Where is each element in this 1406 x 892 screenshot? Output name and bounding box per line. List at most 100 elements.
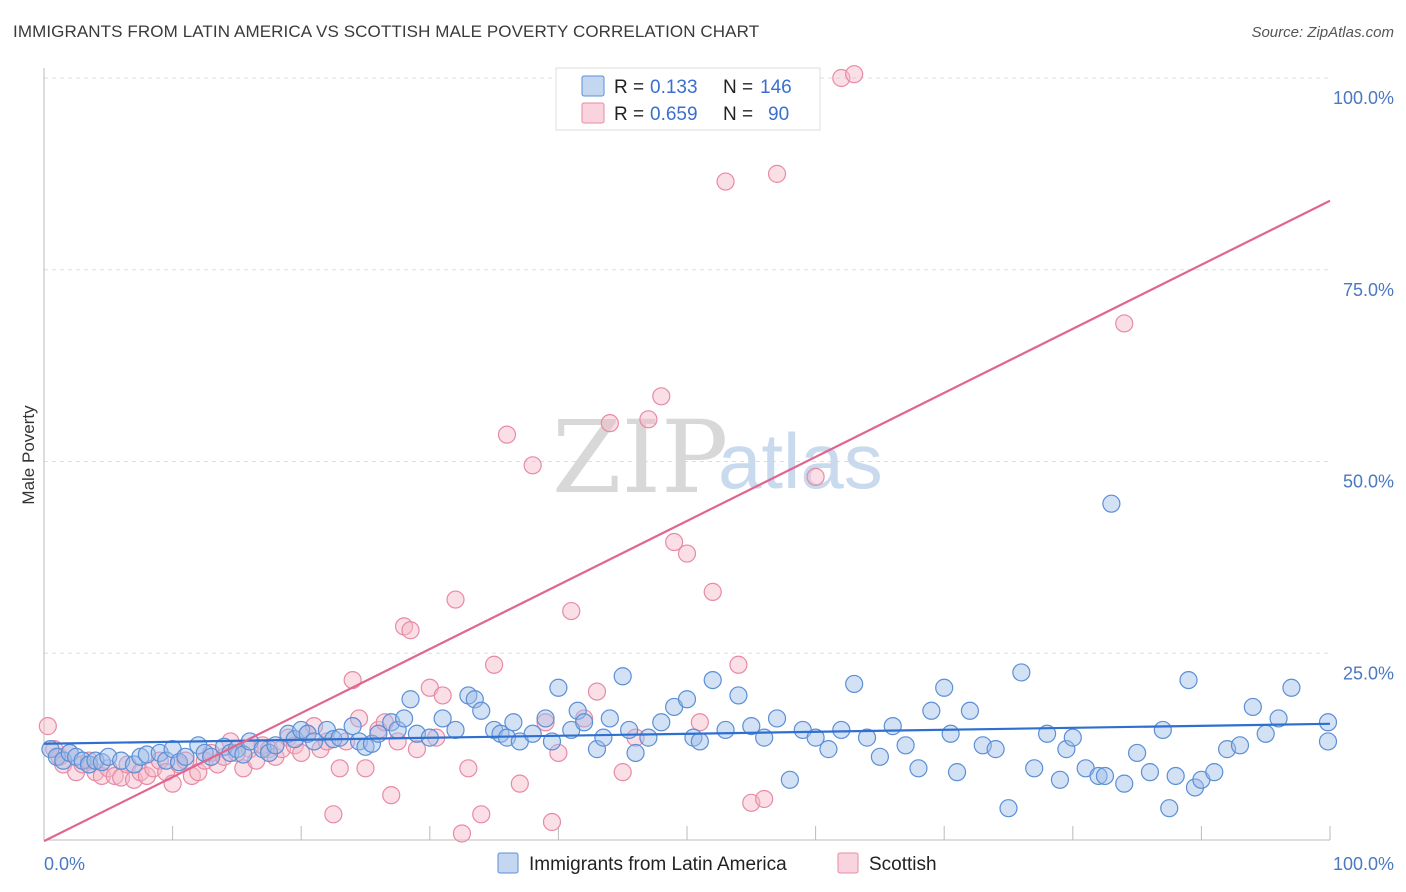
legend-swatch-blue	[581, 75, 605, 97]
latin-america-point	[639, 728, 658, 747]
latin-america-point	[542, 732, 562, 751]
latin-america-point	[1166, 766, 1185, 786]
latin-america-point	[330, 728, 349, 747]
latin-america-point	[1050, 770, 1070, 789]
scottish-point	[38, 717, 57, 736]
latin-america-point	[703, 670, 722, 690]
scottish-point	[343, 670, 362, 690]
latin-america-point	[947, 763, 967, 782]
latin-america-point	[986, 740, 1005, 759]
scottish-point	[1115, 314, 1134, 333]
scottish-point	[330, 759, 349, 778]
scottish-point	[587, 682, 607, 701]
scottish-point	[677, 544, 697, 563]
watermark: ZIP atlas	[552, 399, 883, 516]
legend-r-value-2: 0.659	[650, 104, 698, 125]
scottish-point	[401, 621, 420, 640]
latin-america-point	[1179, 670, 1198, 690]
latin-america-point	[600, 709, 619, 728]
latin-america-point	[523, 724, 542, 743]
latin-america-point	[1102, 494, 1121, 513]
latin-america-point	[742, 717, 761, 736]
latin-america-point	[594, 728, 613, 747]
latin-america-point	[1095, 766, 1115, 786]
scottish-point	[459, 759, 478, 778]
scottish-point	[729, 655, 748, 674]
scottish-point	[716, 172, 735, 191]
latin-america-point	[1230, 736, 1250, 755]
legend-r-label-2: R =	[614, 104, 644, 125]
latin-america-point	[1243, 697, 1262, 717]
scottish-point	[845, 65, 864, 84]
latin-america-point	[1115, 774, 1134, 793]
legend-n-label-2: N =	[723, 104, 753, 125]
scottish-point	[690, 713, 709, 732]
scottish-point	[523, 456, 542, 475]
latin-america-point	[1153, 720, 1172, 740]
legend-n-value-1: 146	[760, 77, 792, 98]
latin-america-point	[922, 701, 941, 720]
latin-america-point	[1318, 713, 1338, 732]
latin-america-point	[575, 713, 594, 732]
scottish-point	[665, 532, 684, 552]
latin-america-point	[433, 709, 452, 728]
latin-america-point	[690, 732, 709, 751]
scottish-point	[176, 751, 195, 770]
bottom-legend-label-latin-america: Immigrants from Latin America	[529, 854, 787, 875]
scottish-point	[703, 582, 722, 601]
latin-america-point	[504, 713, 523, 732]
latin-america-point	[806, 728, 825, 747]
latin-america-point	[465, 690, 484, 709]
latin-america-point	[1140, 763, 1160, 782]
latin-america-point	[626, 743, 645, 763]
scottish-point	[600, 414, 619, 433]
scottish-point	[382, 786, 401, 805]
latin-america-point	[613, 667, 632, 686]
scottish-trend-line	[43, 199, 1331, 843]
latin-america-point	[883, 717, 902, 736]
latin-america-point	[472, 701, 491, 720]
latin-america-point	[1012, 663, 1031, 682]
bottom-legend-label-scottish: Scottish	[869, 854, 937, 875]
latin-america-point	[394, 709, 414, 728]
x-axis-ticks	[172, 826, 1331, 840]
scottish-point	[452, 824, 472, 843]
bottom-legend-swatch-pink	[837, 852, 859, 874]
scottish-point	[806, 467, 825, 486]
legend-box: R = 0.133 N = 146 R = 0.659 N = 90	[555, 67, 821, 131]
y-axis-label: Male Poverty	[19, 405, 38, 505]
scottish-point	[639, 410, 658, 429]
latin-america-point	[620, 720, 639, 740]
latin-america-point	[677, 690, 697, 709]
latin-america-point	[857, 728, 877, 747]
scottish-point	[472, 805, 491, 824]
legend-swatch-pink	[581, 102, 605, 124]
scottish-point	[446, 590, 465, 609]
latin-america-point	[1269, 709, 1288, 728]
chart-source: Source: ZipAtlas.com	[1251, 24, 1394, 41]
legend-n-label-1: N =	[723, 77, 753, 98]
scottish-point	[562, 601, 581, 621]
bottom-legend-swatch-blue	[497, 852, 519, 874]
grid-lines	[44, 77, 1330, 654]
latin-america-point	[568, 701, 587, 720]
latin-america-point	[729, 686, 748, 705]
latin-america-point	[1127, 743, 1147, 763]
y-tick-label: 50.0%	[1343, 472, 1394, 492]
scottish-point	[652, 387, 671, 406]
x-tick-label-min: 0.0%	[44, 854, 85, 874]
bottom-legend: Immigrants from Latin America Scottish	[497, 852, 937, 875]
latin-america-point	[446, 720, 465, 740]
scottish-point	[549, 743, 568, 763]
scottish-point	[536, 713, 555, 732]
latin-america-point	[549, 678, 568, 697]
y-tick-labels: 25.0% 50.0% 75.0% 100.0%	[1333, 88, 1394, 683]
latin-america-point	[909, 759, 928, 778]
latin-america-point	[401, 690, 420, 709]
legend-r-label-1: R =	[614, 77, 644, 98]
latin-america-point	[536, 709, 555, 728]
latin-america-point	[1089, 766, 1108, 786]
latin-america-point	[1318, 732, 1338, 751]
latin-america-point	[716, 720, 735, 740]
